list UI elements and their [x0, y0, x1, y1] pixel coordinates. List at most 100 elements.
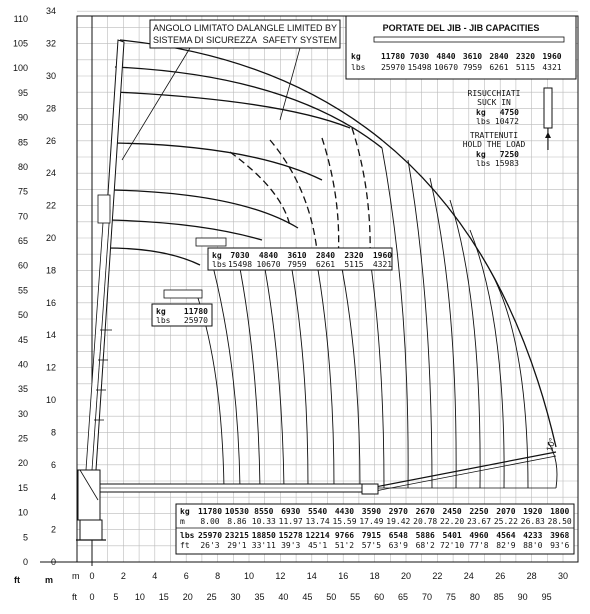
y-tick-ft: 65 — [18, 236, 28, 246]
mid-lbs-value: 6261 — [316, 260, 335, 269]
table-m-label: m — [180, 517, 185, 526]
table-cell-ft: 51'2 — [335, 541, 354, 550]
safety-note: ANGOLO LIMITATO DAL SISTEMA DI SICUREZZA… — [121, 19, 341, 161]
y-tick-ft: 10 — [18, 508, 28, 518]
radius-line-3 — [237, 257, 261, 489]
radius-arc-4 — [111, 189, 299, 229]
radius-line-10 — [407, 159, 433, 489]
x-tick-m: 20 — [401, 571, 411, 581]
y-tick-ft: 105 — [13, 39, 28, 49]
jib-lbs-value: 15498 — [407, 63, 431, 72]
y-tick-ft: 5 — [23, 532, 28, 542]
table-cell-kg: 3590 — [362, 507, 381, 516]
table-m-row: 8.00 8.86 10.33 11.97 13.74 15.59 17.49 19.42 20… — [200, 517, 572, 526]
table-cell-kg: 2670 — [416, 507, 435, 516]
x-tick-m: 0 — [89, 571, 94, 581]
jib-capacity-box: PORTATE DEL JIB - JIB CAPACITIES kg lbs … — [345, 15, 577, 80]
x-tick-m: 26 — [495, 571, 505, 581]
table-ft-row: 26'3 29'1 33'11 39'3 45'1 51'2 57'5 63'9 68'2 72'… — [200, 541, 569, 550]
x-tick-ft: 90 — [518, 592, 528, 602]
table-cell-m: 13.74 — [306, 517, 330, 526]
table-cell-kg: 8550 — [254, 507, 273, 516]
table-cell-lbs: 12214 — [306, 531, 330, 540]
table-cell-ft: 33'11 — [252, 541, 276, 550]
y-tick-ft: 60 — [18, 261, 28, 271]
mid-kg-value: 7030 — [230, 251, 249, 260]
table-cell-lbs: 4233 — [523, 531, 542, 540]
jib-lbs-value: 4321 — [542, 63, 561, 72]
x-tick-ft: 70 — [422, 592, 432, 602]
table-cell-lbs: 18850 — [252, 531, 276, 540]
x-tick-ft: 35 — [254, 592, 264, 602]
y-tick-ft: 50 — [18, 310, 28, 320]
table-cell-ft: 93'6 — [550, 541, 569, 550]
table-cell-m: 15.59 — [332, 517, 356, 526]
y-axis-m-unit: m — [45, 575, 53, 585]
hold-it: TRATTENUTI — [470, 131, 518, 140]
radius-arc-1 — [114, 66, 383, 149]
table-cell-m: 20.78 — [413, 517, 437, 526]
radius-arc-6 — [105, 247, 201, 266]
table-cell-kg: 6930 — [281, 507, 300, 516]
jib-lbs-value: 10670 — [434, 63, 458, 72]
x-tick-m: 14 — [307, 571, 317, 581]
note-en-line1: ANGLE LIMITED BY — [254, 23, 337, 33]
table-cell-m: 8.00 — [200, 517, 219, 526]
jib-kg-value: 7030 — [410, 52, 429, 61]
table-cell-ft: 26'3 — [200, 541, 219, 550]
radius-line-12 — [449, 199, 481, 489]
mid-jib-drawing — [195, 237, 227, 247]
hold-kg: 7250 — [500, 150, 519, 159]
x-tick-ft: 5 — [113, 592, 118, 602]
table-cell-lbs: 3968 — [550, 531, 569, 540]
jib-lbs-values: 25970 15498 10670 7959 6261 5115 4321 — [381, 63, 562, 72]
table-cell-kg: 2250 — [469, 507, 488, 516]
y-tick-ft: 25 — [18, 434, 28, 444]
jib-kg-value: 2320 — [516, 52, 535, 61]
x-tick-ft: 60 — [374, 592, 384, 602]
y-tick-m: 26 — [46, 136, 56, 146]
hold-lbs-label: lbs — [476, 159, 491, 168]
table-cell-ft: 82'9 — [496, 541, 515, 550]
y-tick-ft: 70 — [18, 211, 28, 221]
y-tick-ft: 55 — [18, 285, 28, 295]
table-cell-m: 19.42 — [386, 517, 410, 526]
y-tick-m: 12 — [46, 363, 56, 373]
mid-kg-value: 2840 — [316, 251, 335, 260]
x-ticks-m: 0 2 4 6 8 10 12 14 16 18 20 22 24 26 28 30 — [89, 571, 568, 581]
table-cell-m: 23.67 — [467, 517, 491, 526]
capacity-table: kg m lbs ft 11780 10530 8550 6930 5540 4430 35… — [175, 503, 575, 555]
horizontal-boom — [99, 451, 557, 495]
y-axis-ft-unit: ft — [14, 575, 20, 585]
radius-arc-3 — [111, 142, 323, 181]
y-tick-ft: 100 — [13, 63, 28, 73]
hold-en: HOLD THE LOAD — [463, 140, 526, 149]
y-tick-m: 2 — [51, 525, 56, 535]
table-cell-lbs: 5401 — [442, 531, 461, 540]
hold-lbs: 15983 — [495, 159, 519, 168]
y-tick-ft: 45 — [18, 335, 28, 345]
mid-lbs-value: 7959 — [287, 260, 306, 269]
radius-line-6 — [315, 257, 335, 489]
x-axis-m-unit: m — [72, 571, 80, 581]
table-cell-ft: 39'3 — [281, 541, 300, 550]
jib-kg-value: 3610 — [463, 52, 482, 61]
y-tick-ft: 30 — [18, 409, 28, 419]
table-cell-kg: 2070 — [496, 507, 515, 516]
suck-kg: 4750 — [500, 108, 519, 117]
table-lbs-row: 25970 23215 18850 15278 12214 9766 7915 6548 588… — [198, 531, 570, 540]
angle-arc — [547, 441, 558, 489]
radius-line-5 — [289, 257, 309, 489]
jib-kg-value: 1960 — [542, 52, 561, 61]
suck-en: SUCK IN — [477, 98, 511, 107]
table-cell-ft: 68'2 — [416, 541, 435, 550]
jib-kg-value: 2840 — [489, 52, 508, 61]
table-cell-ft: 29'1 — [227, 541, 246, 550]
y-tick-m: 24 — [46, 168, 56, 178]
y-tick-ft: 20 — [18, 458, 28, 468]
mid-lbs-value: 4321 — [373, 260, 392, 269]
y-tick-ft: 40 — [18, 359, 28, 369]
suck-lbs: 10472 — [495, 117, 519, 126]
mid-capacity-box: kg lbs 7030 4840 3610 2840 2320 1960 15498 106… — [195, 237, 393, 271]
